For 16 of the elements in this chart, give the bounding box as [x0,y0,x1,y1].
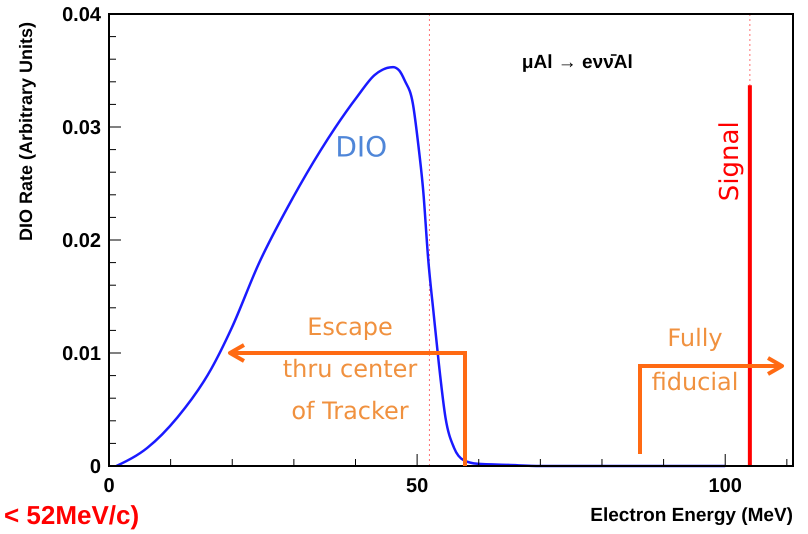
text: < 52MeV/c) [4,500,140,530]
x-tick-label: 0 [103,475,115,497]
y-tick-label: 0.02 [62,230,101,252]
y-tick-label: 0.01 [62,343,101,365]
y-tick-label: 0 [90,456,101,478]
text: Signal [714,121,745,202]
y-tick-label: 0.04 [62,4,102,26]
annotation: Escape thru center of Tracker [282,313,418,425]
x-tick-label: 50 [406,475,428,497]
x-tick-label: 100 [708,475,742,497]
x-axis-title: Electron Energy (MeV) [590,505,793,526]
annotation: Fully fiducial [652,324,738,396]
text: μAl → eνν̄Al [522,52,633,73]
y-tick-label: 0.03 [62,117,101,139]
y-axis-title: DIO Rate (Arbitrary Units) [16,22,36,242]
series-label: DIO [335,130,388,164]
